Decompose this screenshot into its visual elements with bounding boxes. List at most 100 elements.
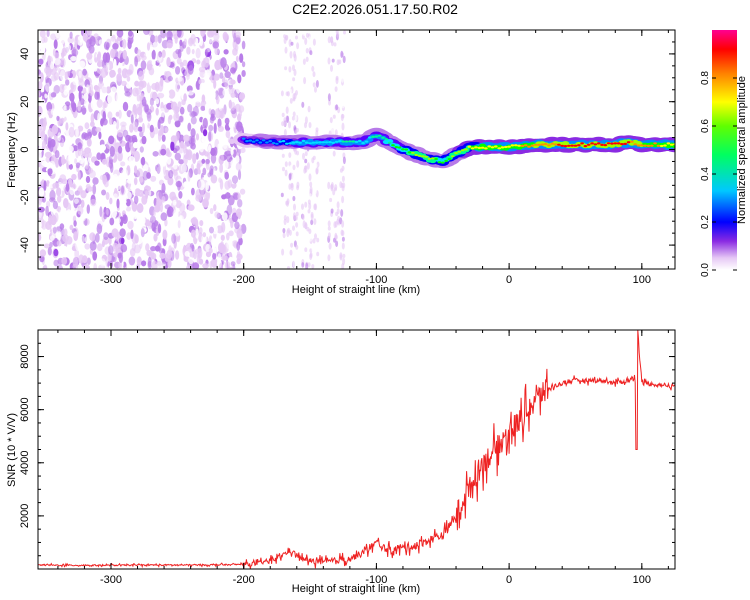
noise-speck — [75, 162, 80, 169]
noise-speck — [97, 112, 101, 124]
noise-speck — [289, 98, 293, 104]
noise-speck — [291, 174, 295, 182]
noise-speck — [187, 37, 194, 47]
noise-speck — [59, 209, 66, 215]
noise-speck — [293, 203, 296, 211]
noise-speck — [334, 184, 338, 191]
noise-speck — [121, 185, 125, 195]
noise-speck — [77, 205, 84, 215]
noise-speck — [83, 99, 88, 109]
noise-speck — [80, 199, 85, 208]
noise-speck — [312, 38, 316, 46]
noise-speck — [120, 121, 127, 127]
noise-speck — [82, 68, 87, 76]
noise-speck — [287, 266, 290, 269]
noise-speck — [115, 119, 120, 130]
ridge-cell — [344, 140, 349, 143]
x-tick-label: 0 — [506, 274, 512, 286]
noise-speck — [86, 186, 93, 192]
noise-speck — [115, 102, 121, 110]
noise-speck — [92, 184, 97, 195]
noise-speck — [96, 99, 103, 108]
noise-speck — [109, 117, 113, 125]
spectrogram-y-ticks: -40 -20 0 20 40 — [19, 29, 675, 270]
noise-speck — [226, 232, 230, 241]
noise-speck — [84, 122, 90, 130]
noise-speck — [193, 168, 199, 176]
noise-speck — [85, 175, 91, 184]
noise-speck — [296, 181, 300, 189]
noise-speck — [56, 115, 60, 121]
noise-speck — [194, 96, 201, 103]
noise-speck — [337, 94, 341, 101]
noise-speck — [144, 124, 148, 136]
noise-speck — [341, 242, 345, 250]
ridge-cell — [431, 157, 435, 160]
spectrogram-x-label: Height of straight line (km) — [292, 284, 420, 296]
noise-speck — [149, 215, 157, 224]
noise-speck — [45, 76, 49, 84]
noise-speck — [63, 198, 69, 209]
noise-speck — [52, 226, 57, 234]
noise-speck — [138, 80, 144, 87]
ridge-cell — [636, 144, 641, 147]
noise-speck — [305, 56, 309, 62]
noise-speck — [168, 89, 176, 99]
noise-speck — [224, 71, 231, 79]
noise-speck — [45, 156, 51, 163]
noise-speck — [161, 134, 166, 142]
noise-speck — [219, 179, 224, 190]
noise-speck — [120, 237, 125, 245]
noise-speck — [281, 248, 285, 256]
noise-speck — [98, 131, 102, 140]
noise-speck — [311, 65, 315, 72]
noise-speck — [110, 36, 115, 42]
noise-speck — [137, 126, 143, 132]
noise-speck — [38, 233, 42, 242]
noise-speck — [296, 160, 300, 168]
noise-speck — [209, 226, 214, 234]
noise-speck — [282, 228, 286, 234]
noise-speck — [315, 130, 319, 138]
noise-speck — [187, 122, 192, 132]
noise-speck — [190, 137, 195, 144]
noise-speck — [99, 206, 103, 218]
noise-speck — [125, 198, 131, 207]
noise-speck — [296, 150, 299, 156]
noise-speck — [214, 211, 220, 219]
noise-speck — [75, 241, 81, 252]
noise-speck — [98, 39, 104, 46]
noise-speck — [46, 30, 50, 37]
noise-speck — [188, 256, 194, 265]
noise-speck — [122, 101, 129, 112]
noise-speck — [128, 156, 136, 165]
noise-speck — [219, 262, 223, 269]
noise-speck — [296, 42, 300, 50]
noise-speck — [48, 214, 53, 226]
noise-speck — [118, 261, 123, 269]
noise-speck — [327, 254, 331, 262]
noise-speck — [53, 259, 59, 267]
noise-speck — [96, 223, 103, 234]
ridge-cell — [351, 140, 356, 143]
noise-speck — [78, 60, 86, 68]
noise-speck — [163, 71, 168, 80]
noise-speck — [117, 67, 122, 75]
noise-speck — [139, 146, 144, 153]
noise-speck — [111, 228, 119, 238]
noise-speck — [201, 94, 206, 103]
ridge-cell — [514, 144, 518, 147]
noise-speck — [115, 93, 122, 104]
noise-speck — [59, 174, 67, 182]
noise-speck — [224, 117, 230, 125]
noise-speck — [176, 30, 182, 38]
noise-speck — [127, 39, 132, 50]
noise-speck — [330, 91, 334, 97]
noise-speck — [109, 145, 115, 157]
ridge-cell — [464, 148, 468, 151]
noise-speck — [87, 94, 91, 102]
noise-speck — [341, 114, 345, 119]
figure-title: C2E2.2026.051.17.50.R02 — [292, 1, 458, 17]
noise-speck — [102, 52, 108, 63]
noise-speck — [312, 155, 316, 160]
